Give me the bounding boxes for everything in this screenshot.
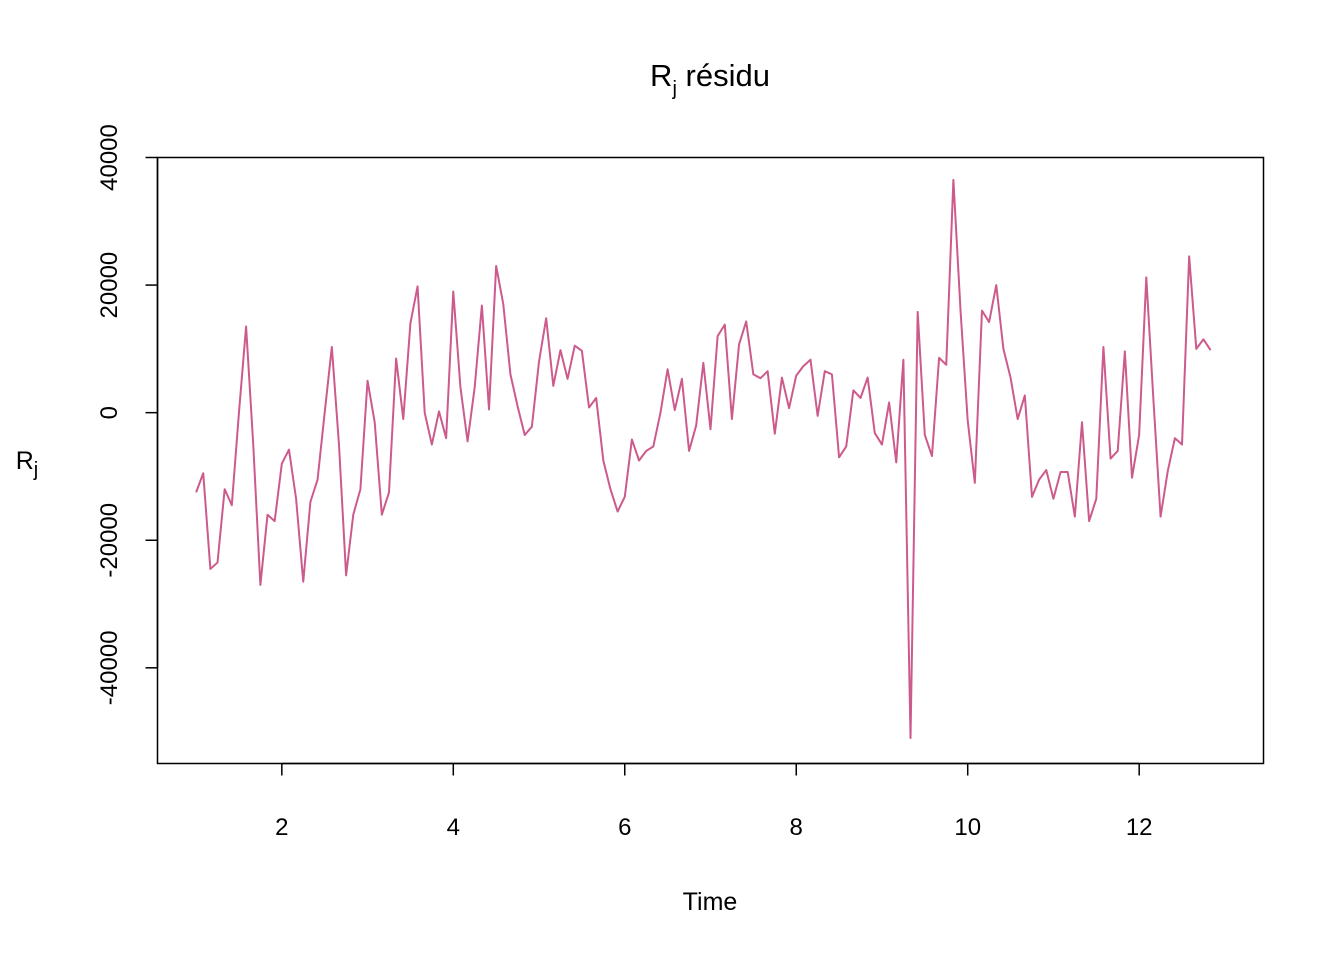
x-axis-label: Time <box>683 888 738 916</box>
series-group <box>195 178 1212 739</box>
chart-title: Rj résidu <box>650 58 770 100</box>
x-tick-label: 8 <box>790 814 803 841</box>
series-line <box>195 178 1212 739</box>
y-tick-label: 0 <box>96 406 123 419</box>
y-tick-label: 20000 <box>96 252 123 319</box>
y-tick-label: -20000 <box>96 503 123 578</box>
y-tick-label: 40000 <box>96 124 123 191</box>
x-axis: 2 4 6 8 10 12 <box>275 762 1153 841</box>
x-tick-label: 12 <box>1126 814 1153 841</box>
y-axis: -40000 -20000 0 20000 40000 <box>96 124 159 705</box>
y-tick-label: -40000 <box>96 630 123 705</box>
x-tick-label: 2 <box>275 814 288 841</box>
x-tick-label: 6 <box>618 814 631 841</box>
y-axis-label: Rj <box>16 447 39 481</box>
x-tick-label: 10 <box>954 814 981 841</box>
x-tick-label: 4 <box>447 814 460 841</box>
